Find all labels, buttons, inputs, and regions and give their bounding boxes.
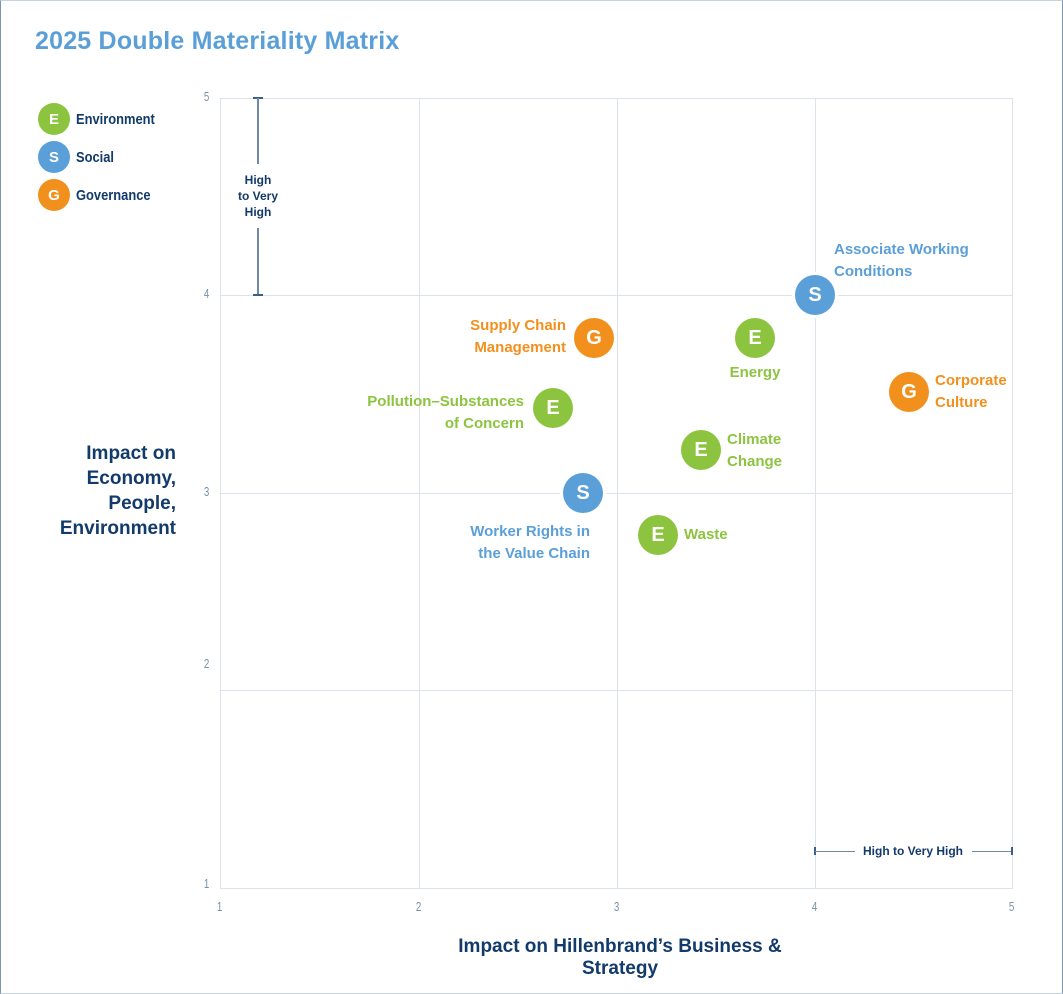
legend-item-social: S Social — [38, 138, 168, 176]
bracket-line-top — [257, 98, 259, 164]
bracket-cap-bottom — [253, 294, 263, 296]
y-tick: 2 — [203, 656, 210, 671]
chart-title: 2025 Double Materiality Matrix — [35, 27, 400, 55]
gridline-y-5 — [220, 98, 1013, 99]
label-corporate-culture: Corporate Culture — [935, 372, 1007, 411]
gridline-y-4 — [220, 295, 1013, 296]
point-corporate-culture: G — [889, 372, 929, 412]
x-tick: 1 — [216, 899, 223, 914]
point-energy: E — [735, 318, 775, 358]
x-axis-label: Impact on Hillenbrand’s Business & Strat… — [458, 936, 782, 979]
bracket-line-right — [972, 851, 1012, 852]
social-icon: S — [38, 141, 70, 173]
label-worker-rights: Worker Rights in the Value Chain — [470, 523, 590, 562]
legend-label: Environment — [76, 110, 155, 128]
label-energy: Energy — [729, 364, 781, 381]
point-associate-working-conditions: S — [795, 275, 835, 315]
gridline-y-2 — [220, 690, 1013, 691]
x-tick: 4 — [811, 899, 818, 914]
y-tick: 1 — [203, 876, 210, 891]
label-associate-working-conditions: Associate Working Conditions — [834, 241, 969, 280]
legend-item-governance: G Governance — [38, 176, 168, 214]
gridline-y-3 — [220, 493, 1013, 494]
label-pollution-substances: Pollution–Substances of Concern — [367, 393, 524, 432]
governance-icon: G — [38, 179, 70, 211]
point-supply-chain-management: G — [574, 318, 614, 358]
y-tick: 3 — [203, 484, 210, 499]
x-tick: 3 — [613, 899, 620, 914]
legend-label: Governance — [76, 186, 151, 204]
y-tick: 4 — [203, 286, 210, 301]
x-tick: 5 — [1008, 899, 1015, 914]
label-climate-change: Climate Change — [727, 431, 783, 470]
label-waste: Waste — [684, 526, 728, 543]
gridline-y-1 — [220, 888, 1013, 889]
point-pollution-substances: E — [533, 388, 573, 428]
point-worker-rights: S — [563, 473, 603, 513]
point-climate-change: E — [681, 430, 721, 470]
y-tick: 5 — [203, 89, 210, 104]
y-high-annotation: High to Very High — [237, 173, 279, 219]
legend-item-environment: E Environment — [38, 100, 168, 138]
bracket-cap-right — [1011, 847, 1013, 855]
legend-label: Social — [76, 148, 115, 166]
y-axis-label: Impact on Economy, People, Environment — [59, 443, 176, 539]
bracket-line-left — [815, 851, 855, 852]
x-tick: 2 — [415, 899, 422, 914]
bracket-line-bottom — [257, 228, 259, 295]
legend: E Environment S Social G Governance — [38, 100, 168, 214]
point-waste: E — [638, 515, 678, 555]
x-high-annotation: High to Very High — [862, 844, 963, 858]
environment-icon: E — [38, 103, 70, 135]
label-supply-chain-management: Supply Chain Management — [470, 317, 566, 356]
